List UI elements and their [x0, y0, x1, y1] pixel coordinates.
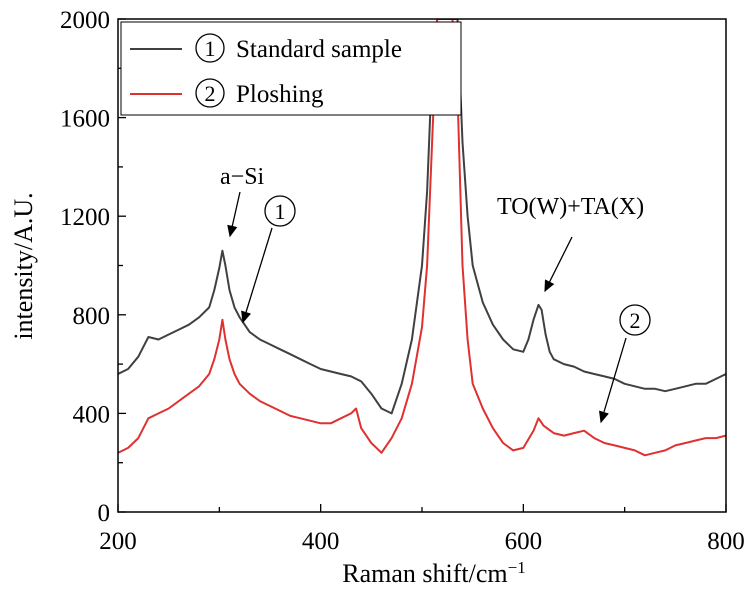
legend-label-standard-sample: Standard sample — [236, 36, 402, 63]
annotations: a−Si 1 TO(W)+TA(X) 2 — [220, 164, 651, 424]
y-tick-label: 0 — [98, 500, 111, 527]
ticks-layer: 200 400 600 800 0 400 800 1200 1600 2000 — [60, 7, 745, 555]
annotation-marker-2: 2 — [630, 308, 641, 333]
legend-marker-2: 2 — [205, 81, 216, 106]
series-line-ploshing — [118, 19, 726, 457]
x-axis-title: Raman shift/cm−1 — [342, 558, 525, 588]
y-tick-label: 2000 — [60, 7, 110, 34]
y-tick-label: 400 — [73, 401, 111, 428]
x-tick-label: 200 — [99, 528, 137, 555]
y-tick-label: 1200 — [60, 204, 110, 231]
legend-marker-1: 1 — [205, 36, 216, 61]
y-axis-title: intensity/A.U. — [9, 192, 38, 339]
annotation-to-ta-arrow — [544, 236, 573, 293]
x-tick-label: 600 — [505, 528, 543, 555]
annotation-circle-2 — [619, 304, 651, 336]
annotation-circle-1 — [264, 195, 296, 227]
legend-circle-marker-1 — [195, 33, 225, 63]
legend-box — [120, 21, 462, 116]
legend-label-ploshing: Ploshing — [236, 81, 324, 108]
annotation-a-si-arrow — [227, 191, 241, 238]
annotation-to-ta: TO(W)+TA(X) — [497, 194, 644, 220]
annotation-a-si: a−Si — [220, 164, 265, 190]
x-tick-label: 400 — [302, 528, 340, 555]
annotation-marker-1: 1 — [275, 199, 286, 224]
y-tick-label: 800 — [73, 303, 111, 330]
x-tick-label: 800 — [707, 528, 745, 555]
legend-circle-marker-2 — [195, 78, 225, 108]
annotation-1-arrow — [241, 227, 273, 324]
legend: 1 Standard sample 2 Ploshing — [120, 21, 462, 116]
annotation-2-arrow — [598, 337, 627, 424]
y-tick-label: 1600 — [60, 106, 110, 133]
